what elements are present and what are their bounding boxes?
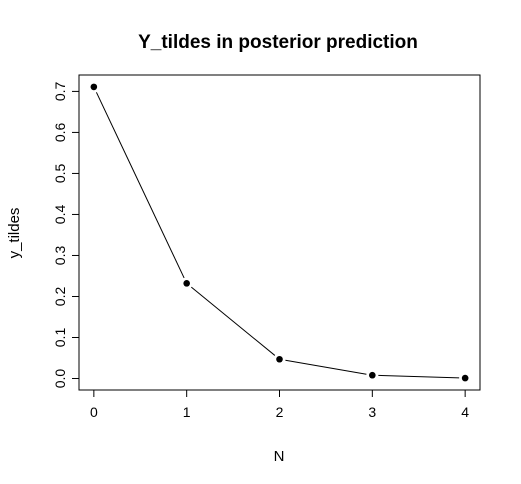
y-tick-label: 0.1 bbox=[52, 328, 68, 348]
series-line-segment bbox=[378, 374, 460, 379]
x-tick-label: 4 bbox=[461, 404, 469, 420]
series-layer bbox=[90, 83, 469, 382]
y-tick-label: 0.7 bbox=[52, 81, 68, 101]
y-tick-label: 0.5 bbox=[52, 163, 68, 183]
chart-title: Y_tildes in posterior prediction bbox=[138, 32, 418, 53]
x-tick-label: 0 bbox=[90, 404, 98, 420]
y-axis-label: y_tildes bbox=[6, 208, 23, 259]
x-tick-label: 1 bbox=[183, 404, 191, 420]
x-tick-label: 3 bbox=[368, 404, 376, 420]
x-tick-label: 2 bbox=[276, 404, 284, 420]
y-tick-label: 0.3 bbox=[52, 246, 68, 266]
y-tick-label: 0.4 bbox=[52, 205, 68, 225]
y-axis: 0.0 0.1 0.2 0.3 0.4 0.5 0.6 0.7 bbox=[52, 81, 80, 389]
series-line-segment bbox=[285, 359, 367, 375]
y-tick-label: 0.2 bbox=[52, 287, 68, 307]
x-axis: 0 1 2 3 4 bbox=[90, 389, 469, 420]
data-point bbox=[183, 280, 190, 287]
data-point bbox=[369, 371, 376, 379]
y-tick-label: 0.0 bbox=[52, 369, 68, 389]
data-point bbox=[461, 374, 469, 382]
data-point bbox=[276, 355, 283, 363]
series-line-segment bbox=[191, 286, 276, 356]
data-point bbox=[90, 83, 98, 91]
plot-box bbox=[78, 74, 481, 391]
series-line-segment bbox=[95, 92, 185, 279]
x-axis-label: N bbox=[274, 448, 285, 465]
y-tick-label: 0.6 bbox=[52, 122, 68, 142]
